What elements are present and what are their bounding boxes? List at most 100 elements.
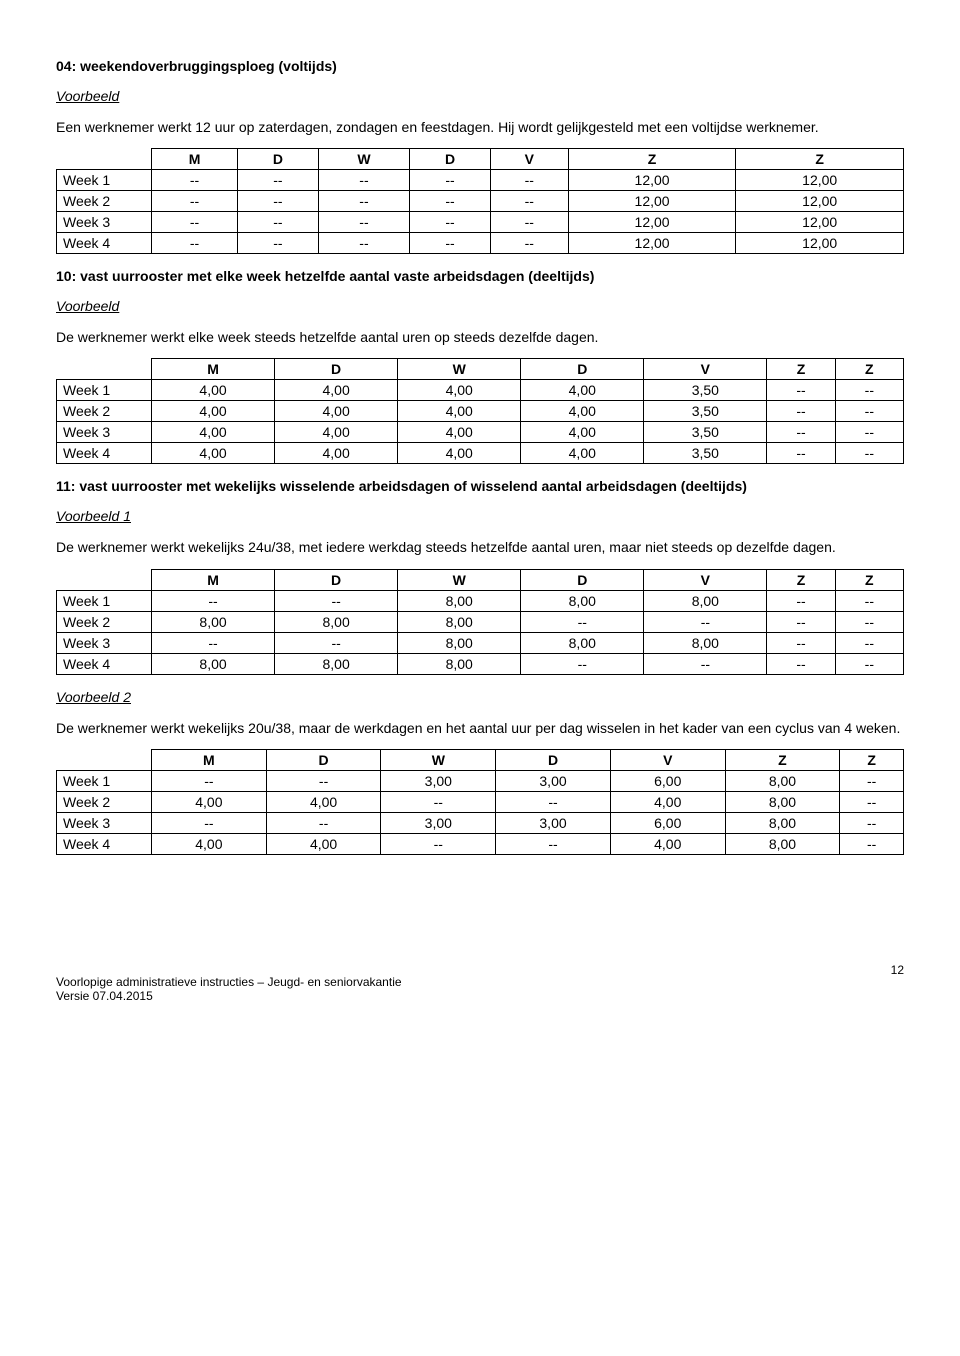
schedule-table: MDWDVZZWeek 1----8,008,008,00----Week 28… [56,569,904,675]
table-row: Week 1----8,008,008,00---- [57,590,904,611]
section-description: De werknemer werkt elke week steeds hetz… [56,328,904,346]
row-label: Week 4 [57,833,152,854]
example-label: Voorbeeld [56,298,904,314]
table-row: Week 48,008,008,00-------- [57,653,904,674]
table-cell: 8,00 [725,812,840,833]
table-header-cell: V [610,749,725,770]
schedule-table: MDWDVZZWeek 1----------12,0012,00Week 2-… [56,148,904,254]
table-header-cell: M [152,149,238,170]
section-title: 10: vast uurrooster met elke week hetzel… [56,268,904,284]
table-cell: 4,00 [152,833,267,854]
table-corner [57,749,152,770]
table-header-cell: Z [840,749,904,770]
table-cell: -- [521,653,644,674]
table-header-cell: D [496,749,611,770]
row-label: Week 2 [57,401,152,422]
table-cell: 8,00 [521,590,644,611]
table-cell: -- [767,380,835,401]
table-cell: -- [410,170,491,191]
table-cell: 8,00 [521,632,644,653]
page-number: 12 [891,963,904,977]
row-label: Week 2 [57,191,152,212]
row-label: Week 3 [57,422,152,443]
table-cell: 3,00 [496,812,611,833]
table-header-cell: W [398,569,521,590]
row-label: Week 1 [57,770,152,791]
row-label: Week 1 [57,380,152,401]
schedule-table: MDWDVZZWeek 1----3,003,006,008,00--Week … [56,749,904,855]
table-cell: 4,00 [521,401,644,422]
table-cell: -- [318,233,409,254]
table-cell: 3,00 [496,770,611,791]
table-cell: -- [275,590,398,611]
table-cell: 8,00 [398,611,521,632]
table-cell: 8,00 [725,770,840,791]
example-label: Voorbeeld [56,88,904,104]
example-label: Voorbeeld 2 [56,689,904,705]
table-cell: 8,00 [398,590,521,611]
table-cell: 8,00 [725,833,840,854]
table-header-cell: D [521,359,644,380]
table-header-cell: Z [725,749,840,770]
table-cell: -- [152,632,275,653]
table-cell: -- [410,212,491,233]
section-title: 11: vast uurrooster met wekelijks wissel… [56,478,904,494]
table-row: Week 4----------12,0012,00 [57,233,904,254]
table-row: Week 14,004,004,004,003,50---- [57,380,904,401]
table-cell: 12,00 [736,212,904,233]
table-cell: 4,00 [521,422,644,443]
page-footer: 12 Voorlopige administratieve instructie… [56,975,904,1003]
table-row: Week 24,004,00----4,008,00-- [57,791,904,812]
table-cell: -- [840,770,904,791]
table-cell: 12,00 [568,191,736,212]
example-label: Voorbeeld 1 [56,508,904,524]
table-cell: -- [490,191,568,212]
table-header-cell: W [381,749,496,770]
table-cell: -- [381,833,496,854]
table-cell: 4,00 [610,791,725,812]
table-cell: -- [835,632,903,653]
table-corner [57,569,152,590]
table-cell: 4,00 [266,791,381,812]
table-header-cell: M [152,749,267,770]
table-cell: -- [767,422,835,443]
table-header-cell: D [275,359,398,380]
table-cell: -- [152,170,238,191]
table-header-cell: Z [568,149,736,170]
table-cell: -- [238,212,319,233]
table-cell: -- [644,653,767,674]
table-cell: -- [496,833,611,854]
table-row: Week 3----8,008,008,00---- [57,632,904,653]
table-cell: -- [835,380,903,401]
table-cell: -- [835,443,903,464]
row-label: Week 4 [57,233,152,254]
table-cell: -- [152,191,238,212]
table-header-cell: V [644,359,767,380]
row-label: Week 2 [57,611,152,632]
table-cell: -- [835,422,903,443]
table-header-cell: M [152,359,275,380]
footer-line-1: Voorlopige administratieve instructies –… [56,975,904,989]
table-row: Week 3----------12,0012,00 [57,212,904,233]
table-cell: 12,00 [736,233,904,254]
table-header-cell: D [275,569,398,590]
schedule-table: MDWDVZZWeek 14,004,004,004,003,50----Wee… [56,358,904,464]
table-cell: 6,00 [610,770,725,791]
table-header-cell: D [238,149,319,170]
table-cell: 4,00 [398,401,521,422]
table-cell: 12,00 [568,170,736,191]
section-title: 04: weekendoverbruggingsploeg (voltijds) [56,58,904,74]
table-cell: 8,00 [644,590,767,611]
table-cell: -- [767,632,835,653]
table-cell: -- [238,191,319,212]
table-cell: -- [835,401,903,422]
table-cell: -- [410,233,491,254]
table-cell: 4,00 [152,443,275,464]
table-cell: 8,00 [152,611,275,632]
table-cell: -- [152,770,267,791]
table-cell: -- [490,170,568,191]
table-corner [57,359,152,380]
row-label: Week 1 [57,590,152,611]
table-cell: -- [152,212,238,233]
table-header-cell: Z [736,149,904,170]
